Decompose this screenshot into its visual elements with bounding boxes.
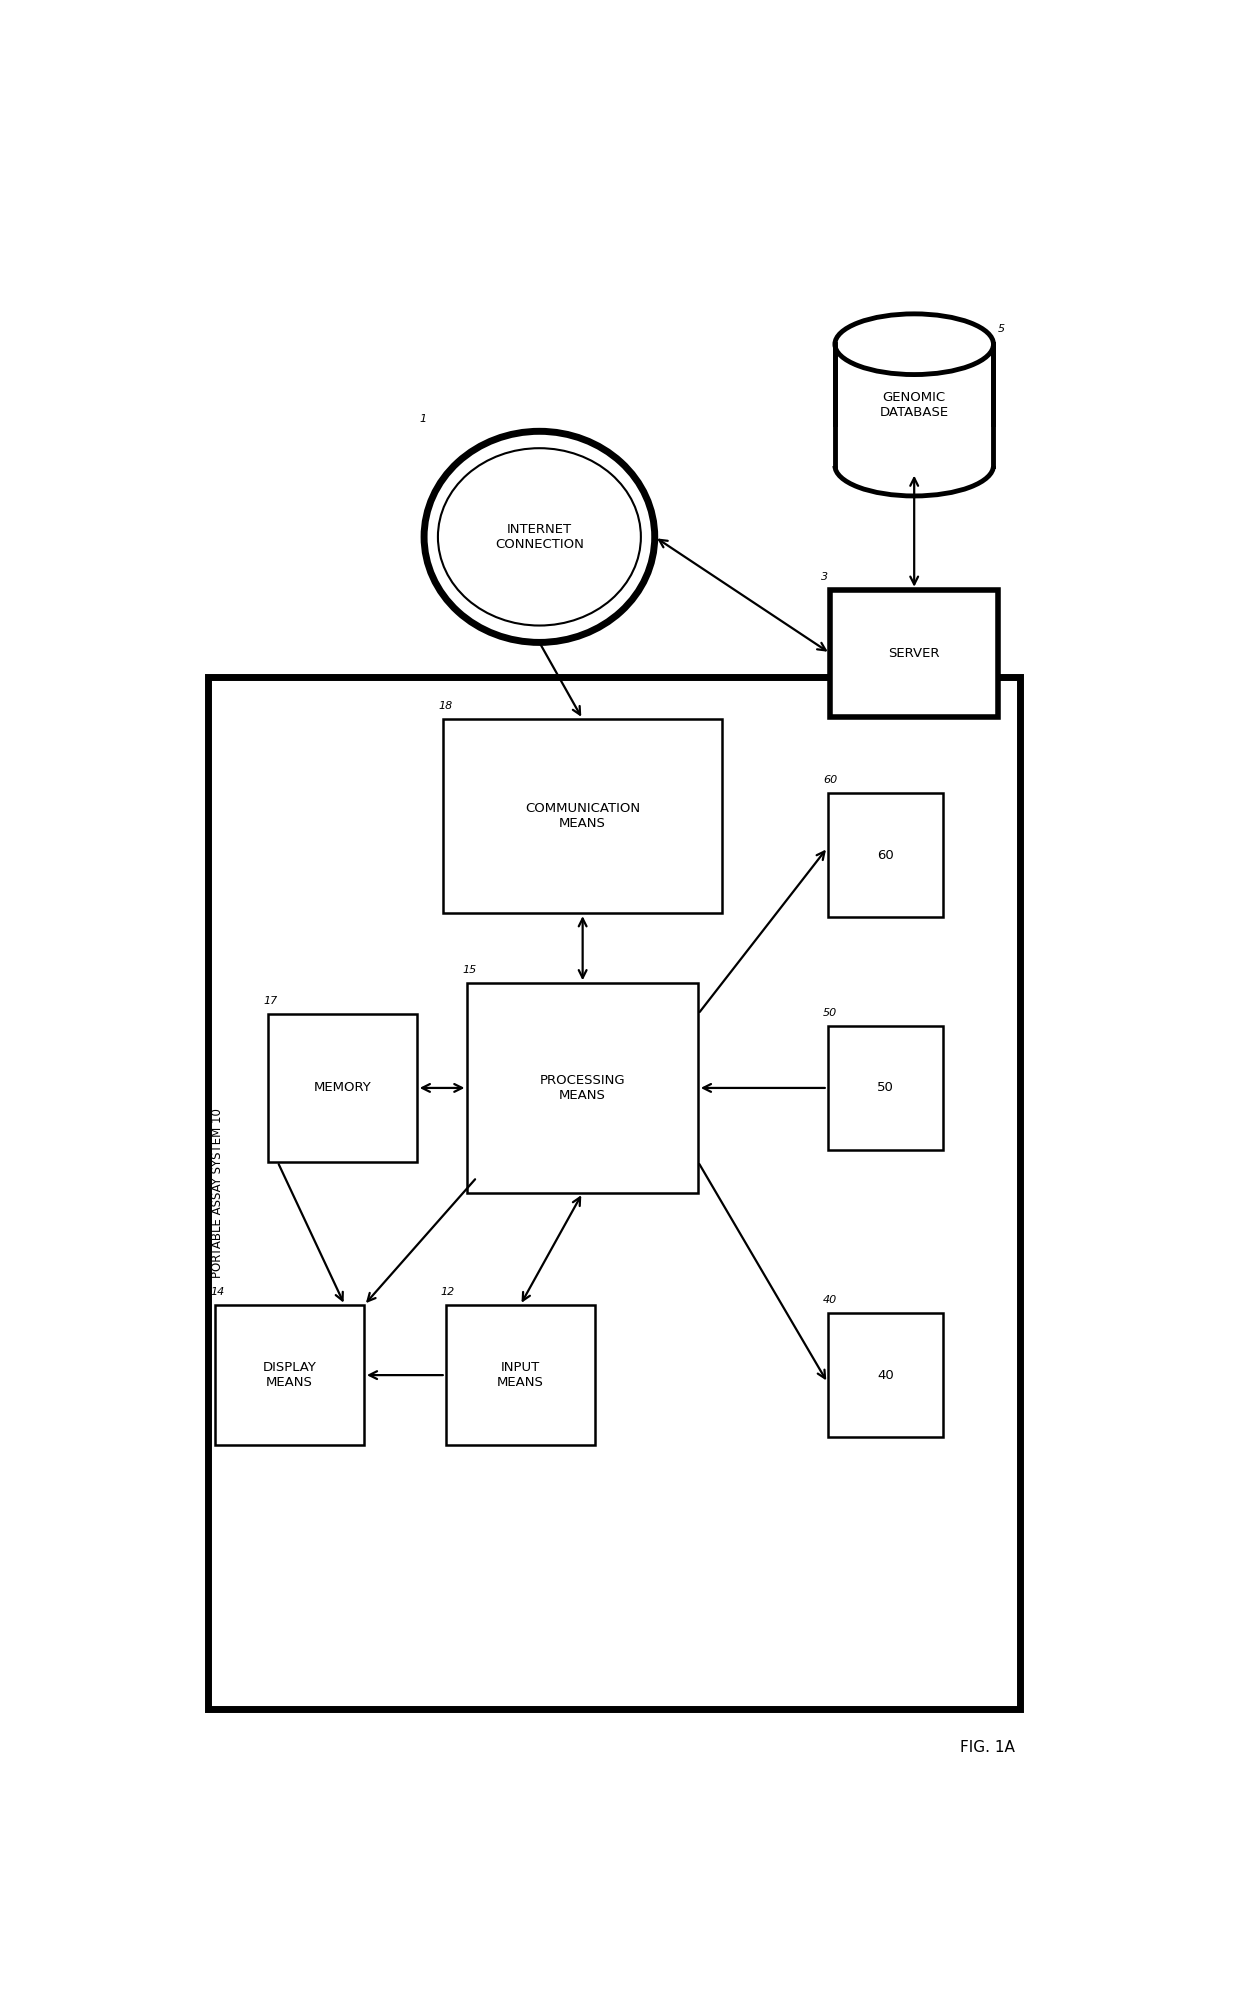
Text: 12: 12 — [441, 1288, 455, 1298]
Text: 50: 50 — [823, 1008, 837, 1018]
Text: 50: 50 — [877, 1081, 894, 1095]
Ellipse shape — [438, 448, 641, 625]
Bar — [830, 427, 998, 466]
Text: 14: 14 — [211, 1288, 224, 1298]
Bar — [828, 792, 942, 917]
Text: 18: 18 — [439, 702, 453, 712]
Bar — [835, 345, 993, 466]
Bar — [268, 1014, 417, 1161]
Text: SERVER: SERVER — [888, 647, 940, 659]
Text: FIG. 1A: FIG. 1A — [960, 1740, 1016, 1756]
Bar — [828, 1312, 942, 1437]
Text: 40: 40 — [823, 1294, 837, 1304]
Ellipse shape — [424, 431, 655, 643]
Text: 3: 3 — [821, 573, 827, 583]
Text: PROCESSING
MEANS: PROCESSING MEANS — [539, 1075, 625, 1103]
Text: INTERNET
CONNECTION: INTERNET CONNECTION — [495, 522, 584, 550]
Text: 15: 15 — [463, 966, 476, 976]
Bar — [445, 1304, 595, 1445]
Text: DISPLAY
MEANS: DISPLAY MEANS — [263, 1361, 316, 1389]
Text: 17: 17 — [263, 996, 278, 1006]
Text: PORTABLE ASSAY SYSTEM 10: PORTABLE ASSAY SYSTEM 10 — [211, 1107, 224, 1278]
Ellipse shape — [835, 314, 993, 375]
Text: 60: 60 — [877, 849, 894, 861]
Text: 40: 40 — [877, 1369, 894, 1381]
Ellipse shape — [835, 435, 993, 496]
Bar — [830, 589, 998, 718]
Text: 60: 60 — [823, 776, 837, 786]
Bar — [208, 677, 1019, 1710]
Text: GENOMIC
DATABASE: GENOMIC DATABASE — [879, 391, 949, 419]
Text: INPUT
MEANS: INPUT MEANS — [497, 1361, 543, 1389]
Bar — [828, 1026, 942, 1149]
Text: 1: 1 — [419, 413, 427, 423]
Bar — [467, 984, 698, 1193]
Bar — [444, 720, 722, 913]
Text: MEMORY: MEMORY — [314, 1081, 371, 1095]
Text: 5: 5 — [998, 323, 1006, 333]
Bar — [215, 1304, 365, 1445]
Text: COMMUNICATION
MEANS: COMMUNICATION MEANS — [525, 802, 640, 831]
